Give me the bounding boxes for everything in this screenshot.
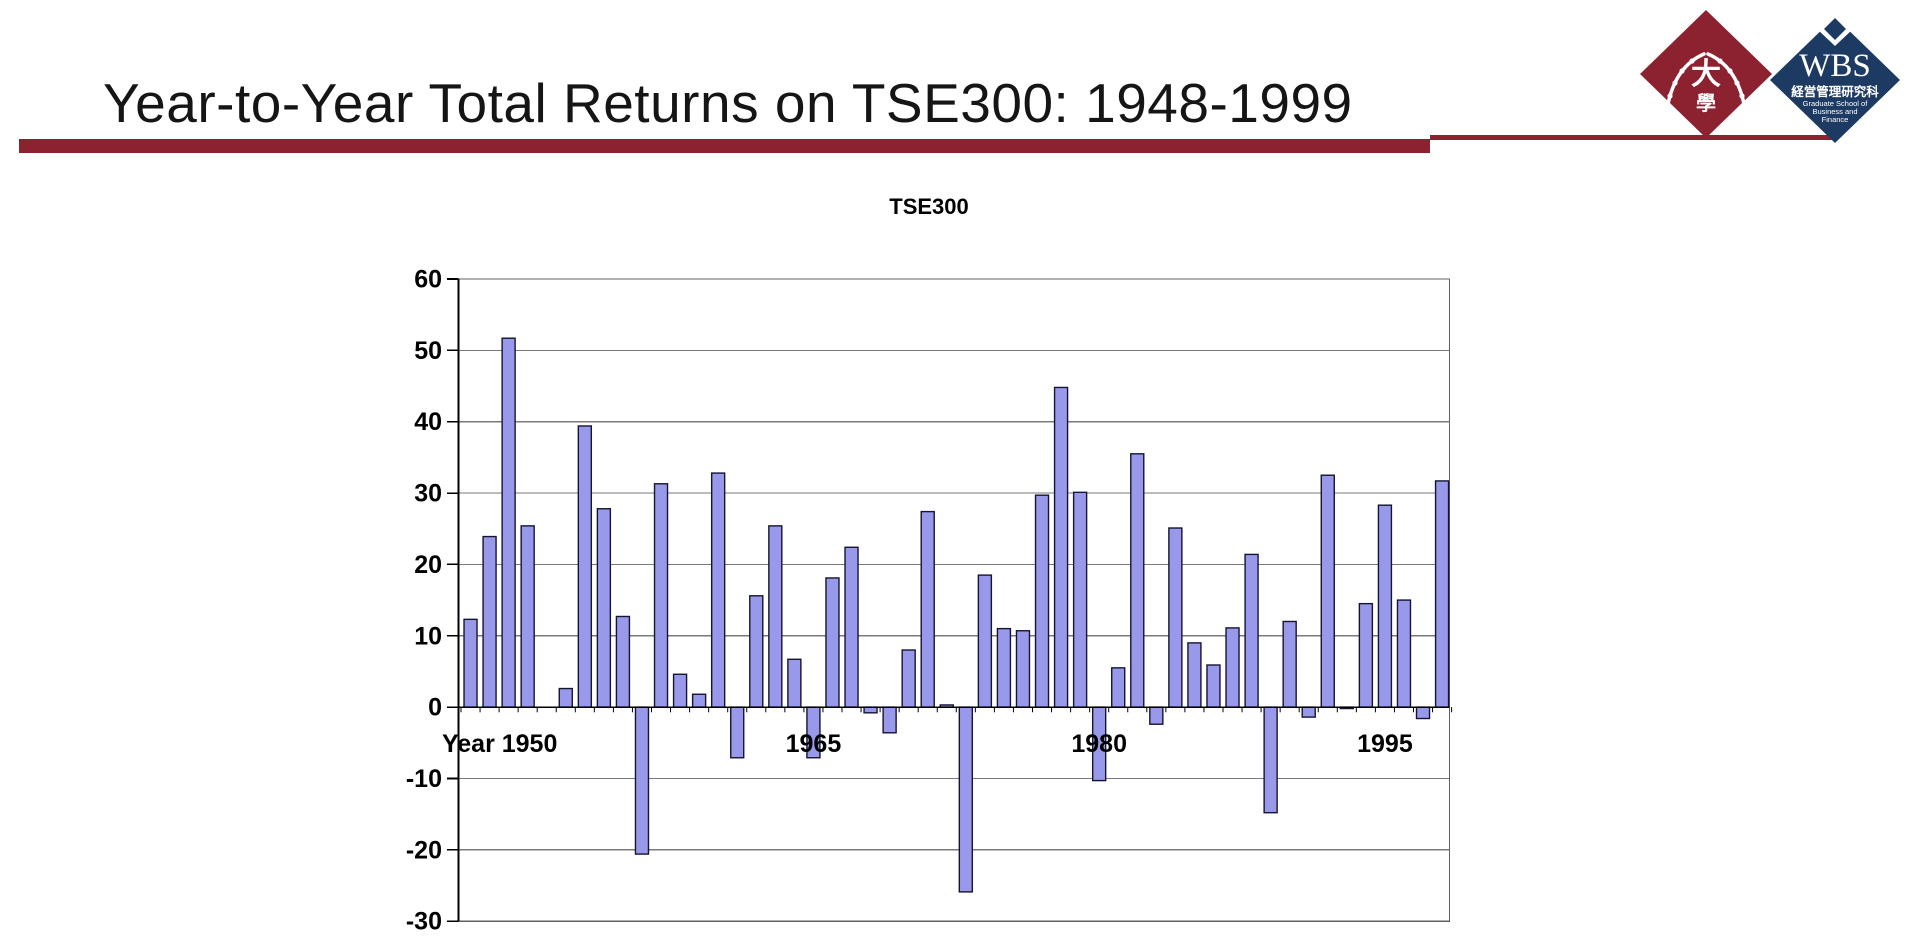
bar-1955 (596, 508, 612, 708)
bar-1983 (1130, 453, 1145, 708)
bar-1997 (1396, 599, 1412, 708)
x-tick-label-1980: 1980 (1071, 730, 1127, 758)
bar-1953 (558, 687, 573, 708)
bar-1993 (1320, 474, 1335, 708)
bar-1987 (1206, 664, 1221, 708)
bar-1957 (634, 706, 650, 855)
bar-1956 (615, 615, 631, 708)
bar-1961 (710, 472, 726, 708)
y-tick-label-30: 30 (414, 480, 442, 508)
bar-1999 (1434, 480, 1450, 708)
bar-1998 (1415, 706, 1431, 720)
y-tick-label--20: -20 (406, 836, 442, 864)
y-tick-label-60: 60 (414, 266, 442, 294)
bar-1958 (653, 483, 669, 708)
bar-1986 (1187, 642, 1202, 708)
y-tick-label-0: 0 (428, 694, 442, 722)
bar-1980 (1072, 491, 1088, 708)
bar-1959 (672, 673, 688, 708)
bar-1963 (749, 595, 764, 708)
bar-1968 (844, 546, 859, 708)
y-tick-label-20: 20 (414, 551, 442, 579)
bar-1970 (882, 706, 897, 734)
x-tick-label-1950: Year 1950 (442, 730, 557, 758)
bar-1977 (1015, 630, 1031, 708)
bar-1949 (482, 535, 497, 708)
bar-1992 (1301, 706, 1316, 718)
title-accent-bar (19, 139, 1430, 153)
y-tick-label-50: 50 (414, 337, 442, 365)
x-tick-label-1995: 1995 (1357, 730, 1413, 758)
y-tick-label-10: 10 (414, 622, 442, 650)
y-tick-label--10: -10 (406, 765, 442, 793)
bar-1962 (730, 706, 745, 759)
y-tick-label--30: -30 (406, 908, 442, 936)
bar-1951 (520, 525, 535, 708)
bar-1982 (1111, 667, 1126, 708)
bar-1991 (1282, 620, 1297, 708)
bar-1979 (1053, 386, 1069, 708)
bar-1960 (691, 693, 707, 708)
bar-1969 (863, 706, 878, 714)
bar-1976 (996, 627, 1012, 708)
bar-1972 (920, 510, 935, 708)
bar-1996 (1377, 504, 1393, 708)
bar-1988 (1225, 627, 1240, 708)
bar-1978 (1034, 494, 1050, 708)
y-tick-label-40: 40 (414, 408, 442, 436)
bar-1985 (1168, 527, 1183, 708)
title-accent-line (1430, 135, 1835, 140)
bar-1984 (1149, 706, 1164, 725)
x-tick-label-1965: 1965 (786, 730, 842, 758)
bar-1971 (901, 649, 916, 708)
slide-title: Year-to-Year Total Returns on TSE300: 19… (103, 72, 1353, 134)
bar-1965 (787, 658, 802, 708)
bar-1950 (501, 337, 516, 708)
bar-1995 (1358, 602, 1374, 708)
bar-1975 (977, 574, 993, 708)
bar-1989 (1244, 553, 1259, 708)
bar-1974 (958, 706, 974, 893)
chart-title: TSE300 (889, 194, 969, 219)
bar-1990 (1263, 706, 1278, 814)
bar-1954 (577, 425, 593, 708)
bar-1964 (768, 525, 783, 708)
bar-1967 (825, 577, 840, 708)
bar-1948 (463, 618, 478, 708)
